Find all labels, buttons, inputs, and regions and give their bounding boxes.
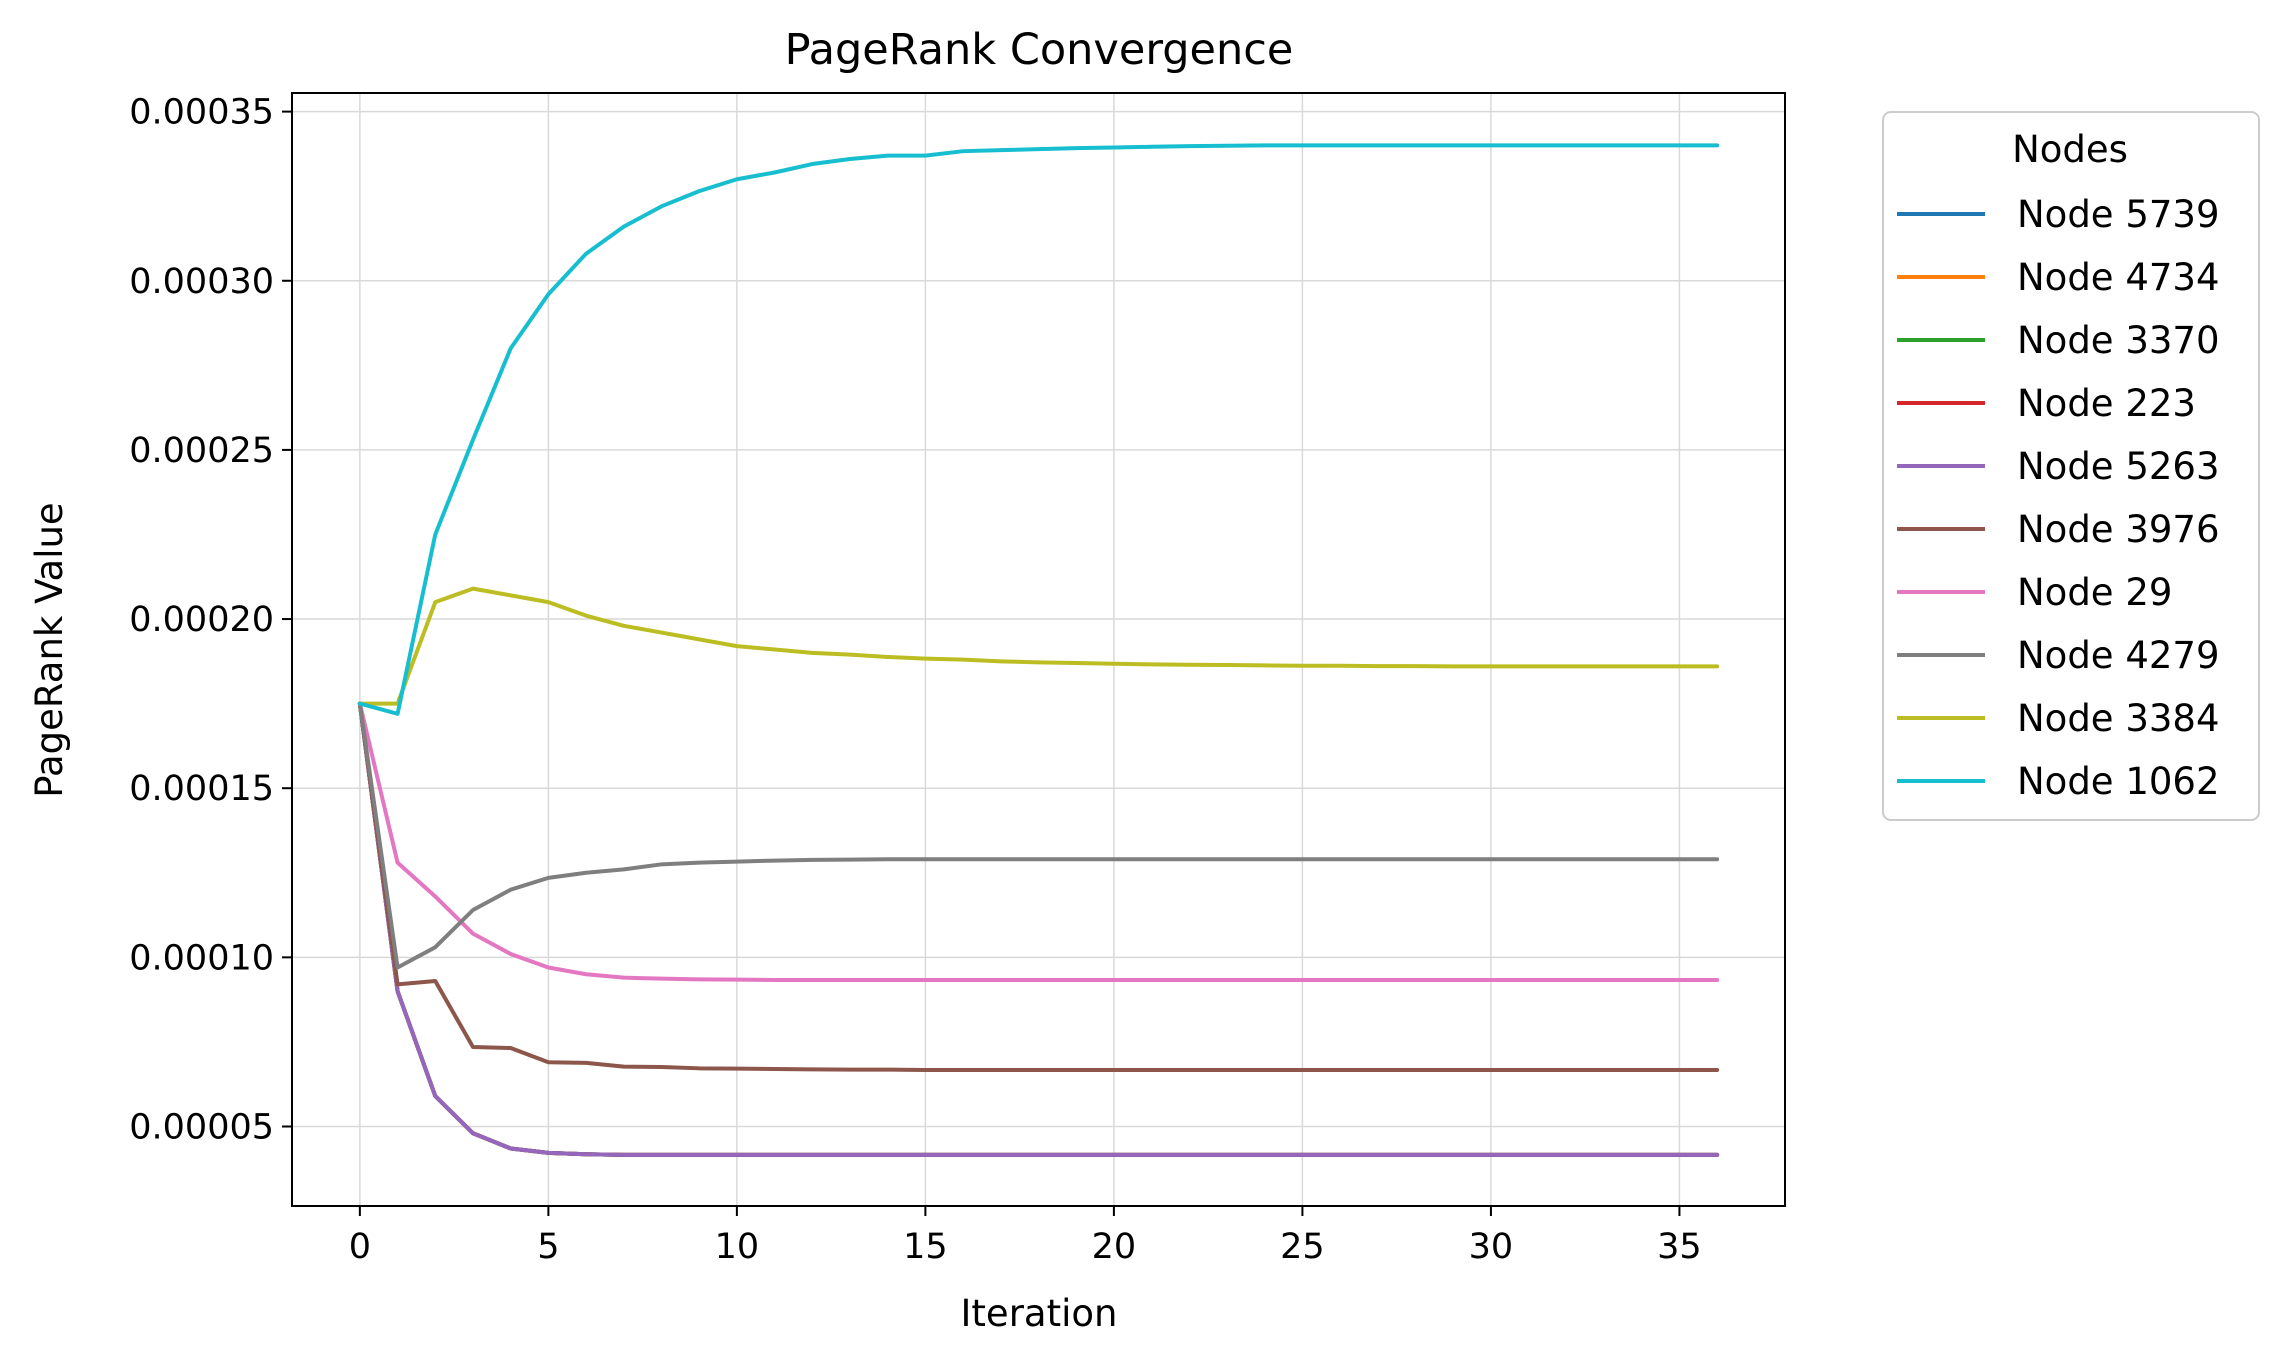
legend-label: Node 1062 bbox=[2017, 760, 2220, 803]
x-tick-label: 10 bbox=[715, 1227, 760, 1267]
legend-title: Nodes bbox=[2012, 128, 2128, 171]
series-line-node-29 bbox=[357, 701, 1720, 983]
axis-frame bbox=[291, 92, 1786, 1207]
x-axis-label: Iteration bbox=[961, 1292, 1118, 1335]
y-tick-label: 0.00005 bbox=[129, 1108, 274, 1148]
x-tick-label: 0 bbox=[349, 1227, 371, 1267]
series-line-node-5263 bbox=[357, 701, 1720, 1157]
y-tick-label: 0.00030 bbox=[129, 262, 274, 302]
x-tick-label: 5 bbox=[537, 1227, 559, 1267]
series-line-node-4279 bbox=[357, 701, 1720, 970]
grid-lines bbox=[292, 93, 1785, 1206]
x-tick-label: 25 bbox=[1280, 1227, 1325, 1267]
legend-label: Node 3370 bbox=[2017, 319, 2220, 362]
x-tick-label: 15 bbox=[903, 1227, 948, 1267]
x-tick-label: 30 bbox=[1469, 1227, 1514, 1267]
y-tick-label: 0.00020 bbox=[129, 600, 274, 640]
legend-label: Node 4734 bbox=[2017, 256, 2220, 299]
legend-box bbox=[1882, 111, 2260, 821]
y-tick-label: 0.00025 bbox=[129, 431, 274, 471]
legend-label: Node 223 bbox=[2017, 382, 2196, 425]
y-tick-label: 0.00015 bbox=[129, 769, 274, 809]
series-layer bbox=[357, 143, 1720, 1157]
legend-label: Node 3384 bbox=[2017, 697, 2220, 740]
chart-title: PageRank Convergence bbox=[785, 25, 1294, 75]
legend: Nodes Node 5739 Node 4734 Node 3370 Node 22… bbox=[1882, 111, 2260, 821]
y-axis-label: PageRank Value bbox=[28, 502, 71, 797]
legend-label: Node 29 bbox=[2017, 571, 2172, 614]
legend-label: Node 3976 bbox=[2017, 508, 2220, 551]
y-tick-label: 0.00010 bbox=[129, 938, 274, 978]
series-line-node-3384 bbox=[357, 586, 1720, 706]
y-tick-label: 0.00035 bbox=[129, 93, 274, 133]
plot-area: 0 5 10 15 20 25 30 35 0.000050.000100.000150.00… bbox=[129, 92, 1786, 1267]
series-line-node-1062 bbox=[357, 143, 1720, 716]
legend-label: Node 5739 bbox=[2017, 193, 2220, 236]
series-line-node-3976 bbox=[357, 701, 1720, 1073]
x-tick-label: 20 bbox=[1092, 1227, 1137, 1267]
legend-label: Node 4279 bbox=[2017, 634, 2220, 677]
legend-items: Node 5739 Node 4734 Node 3370 Node 223 Node … bbox=[1897, 193, 2220, 803]
legend-label: Node 5263 bbox=[2017, 445, 2220, 488]
y-axis-ticks: 0.00005 0.00010 0.00015 0.00020 0.00025 0.000… bbox=[129, 93, 292, 1148]
x-axis-ticks: 0 5 10 15 20 25 30 35 bbox=[349, 1206, 1702, 1267]
x-tick-label: 35 bbox=[1657, 1227, 1702, 1267]
